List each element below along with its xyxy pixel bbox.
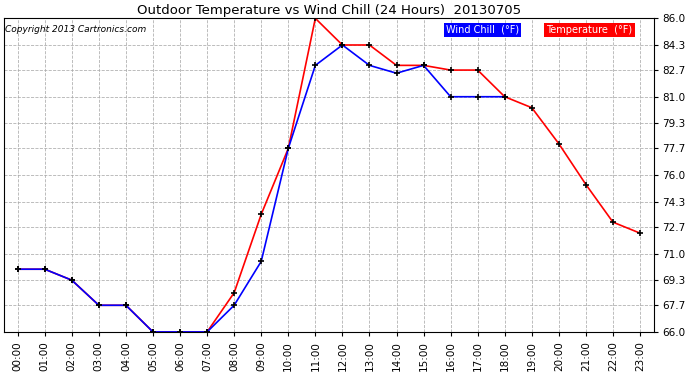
Title: Outdoor Temperature vs Wind Chill (24 Hours)  20130705: Outdoor Temperature vs Wind Chill (24 Ho… [137, 4, 521, 17]
Text: Temperature  (°F): Temperature (°F) [546, 25, 633, 34]
Text: Wind Chill  (°F): Wind Chill (°F) [446, 25, 519, 34]
Text: Copyright 2013 Cartronics.com: Copyright 2013 Cartronics.com [5, 25, 146, 34]
